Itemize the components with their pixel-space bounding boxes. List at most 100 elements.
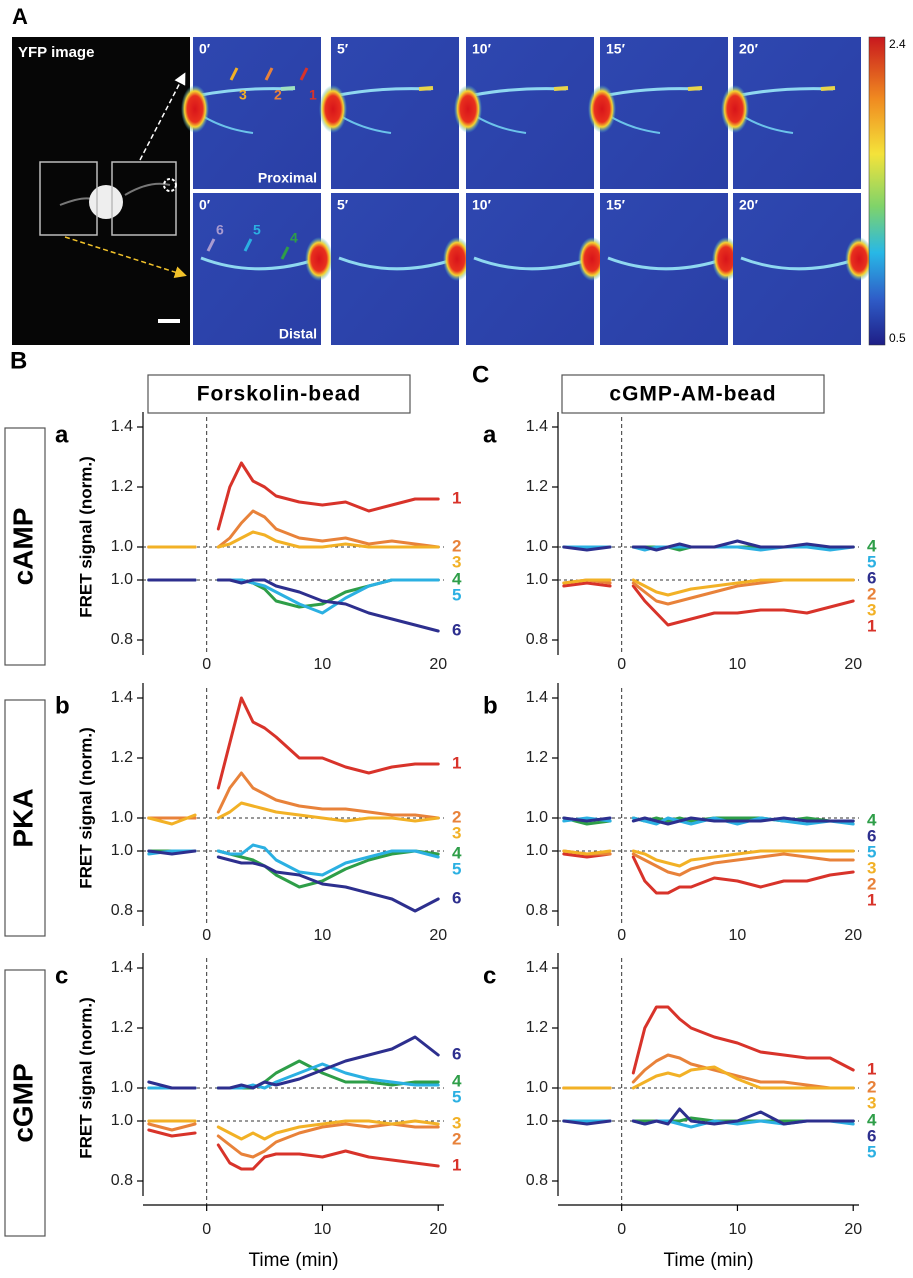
series-line: [147, 801, 440, 826]
x-axis-label: Time (min): [248, 1250, 338, 1271]
y-axis-label: FRET signal (norm.): [76, 456, 95, 618]
series-label: 5: [452, 585, 461, 604]
series-line: [562, 1053, 855, 1090]
neurite-tip: [418, 86, 434, 91]
series-line: [147, 843, 440, 877]
panel-sublabel: c: [483, 962, 496, 989]
y-axis-label: FRET signal (norm.): [76, 727, 95, 889]
row-label: cGMP: [7, 1063, 38, 1142]
series-label: 2: [452, 1129, 461, 1148]
pointer-number: 5: [253, 222, 261, 238]
header-box: [561, 374, 825, 414]
neurite: [740, 256, 852, 271]
y-tick-label: 1.0: [111, 1079, 133, 1096]
series-line: [562, 849, 855, 868]
series-line: [562, 849, 855, 877]
time-label: 15′: [606, 41, 626, 57]
time-label: 10′: [472, 197, 492, 213]
time-label: 0′: [199, 41, 211, 57]
series-line: [562, 1065, 855, 1090]
panel-letter: A: [12, 4, 28, 29]
series-line: [562, 581, 855, 627]
pointer-arrow: [299, 67, 309, 81]
y-tick-label: 1.2: [111, 749, 133, 766]
x-tick-label: 20: [429, 656, 447, 673]
y-tick-label: 1.2: [526, 749, 548, 766]
soma: [181, 85, 209, 133]
series-label: 1: [867, 1059, 876, 1078]
series-line: [147, 1119, 440, 1141]
series-label: 6: [452, 888, 461, 907]
x-tick-label: 0: [617, 927, 626, 944]
yfp-title: YFP image: [18, 44, 94, 61]
series-label: 4: [867, 536, 877, 555]
x-tick-label: 0: [202, 1221, 211, 1238]
soma: [588, 85, 616, 133]
x-tick-label: 20: [844, 1221, 862, 1238]
header-box: [147, 374, 411, 414]
series-label: 3: [867, 1093, 876, 1112]
time-label: 20′: [739, 41, 759, 57]
soma: [319, 85, 347, 133]
series-label: 4: [452, 843, 462, 862]
soma: [454, 85, 482, 133]
series-label: 6: [452, 620, 461, 639]
series-label: 5: [867, 1142, 876, 1161]
series-label: 3: [452, 823, 461, 842]
roi-box: [39, 161, 98, 236]
y-tick-label: 1.0: [111, 809, 133, 826]
soma: [721, 85, 749, 133]
series-label: 1: [452, 488, 461, 507]
neurite: [200, 256, 312, 271]
neurite: [473, 256, 585, 271]
series-label: 5: [452, 1087, 461, 1106]
panel-letter: C: [472, 361, 489, 388]
ratio-tile: [733, 37, 861, 189]
region-label: Distal: [279, 326, 317, 342]
series-label: 4: [452, 1071, 462, 1090]
column-header: cGMP-AM-bead: [609, 383, 776, 406]
series-line: [562, 1107, 855, 1126]
zoom-arrow: [64, 236, 187, 278]
series-label: 1: [452, 1155, 461, 1174]
pointer-number: 4: [290, 230, 298, 246]
series-label: 6: [867, 1126, 876, 1145]
column-header: Forskolin-bead: [197, 383, 362, 406]
series-line: [562, 852, 855, 895]
y-tick-label: 1.0: [111, 571, 133, 588]
soma: [305, 237, 333, 281]
series-label: 2: [452, 536, 461, 555]
series-label: 3: [867, 858, 876, 877]
neurite: [338, 256, 450, 271]
neurite-tip: [820, 86, 836, 91]
row-label-box: [4, 427, 46, 666]
cell-body: [89, 185, 123, 219]
series-label: 4: [452, 569, 462, 588]
panel-sublabel: c: [55, 962, 68, 989]
y-tick-label: 1.0: [111, 1112, 133, 1129]
series-label: 4: [867, 1110, 877, 1129]
y-tick-label: 1.0: [111, 842, 133, 859]
pointer-arrow: [206, 238, 216, 252]
series-label: 6: [867, 568, 876, 587]
pointer-number: 2: [274, 87, 282, 103]
series-label: 1: [867, 890, 876, 909]
pointer-number: 6: [216, 222, 224, 238]
series-line: [562, 816, 855, 826]
y-tick-label: 1.0: [526, 809, 548, 826]
y-tick-label: 0.8: [526, 1172, 548, 1189]
row-label-box: [4, 969, 46, 1237]
panel-sublabel: b: [483, 692, 498, 719]
y-tick-label: 1.0: [526, 1079, 548, 1096]
x-tick-label: 10: [729, 1221, 747, 1238]
series-label: 5: [452, 859, 461, 878]
series-label: 3: [452, 1113, 461, 1132]
x-tick-label: 10: [314, 927, 332, 944]
series-line: [147, 771, 440, 820]
pointer-arrow: [264, 67, 274, 81]
x-tick-label: 0: [617, 1221, 626, 1238]
series-label: 2: [867, 1077, 876, 1096]
row-label: cAMP: [7, 508, 38, 586]
